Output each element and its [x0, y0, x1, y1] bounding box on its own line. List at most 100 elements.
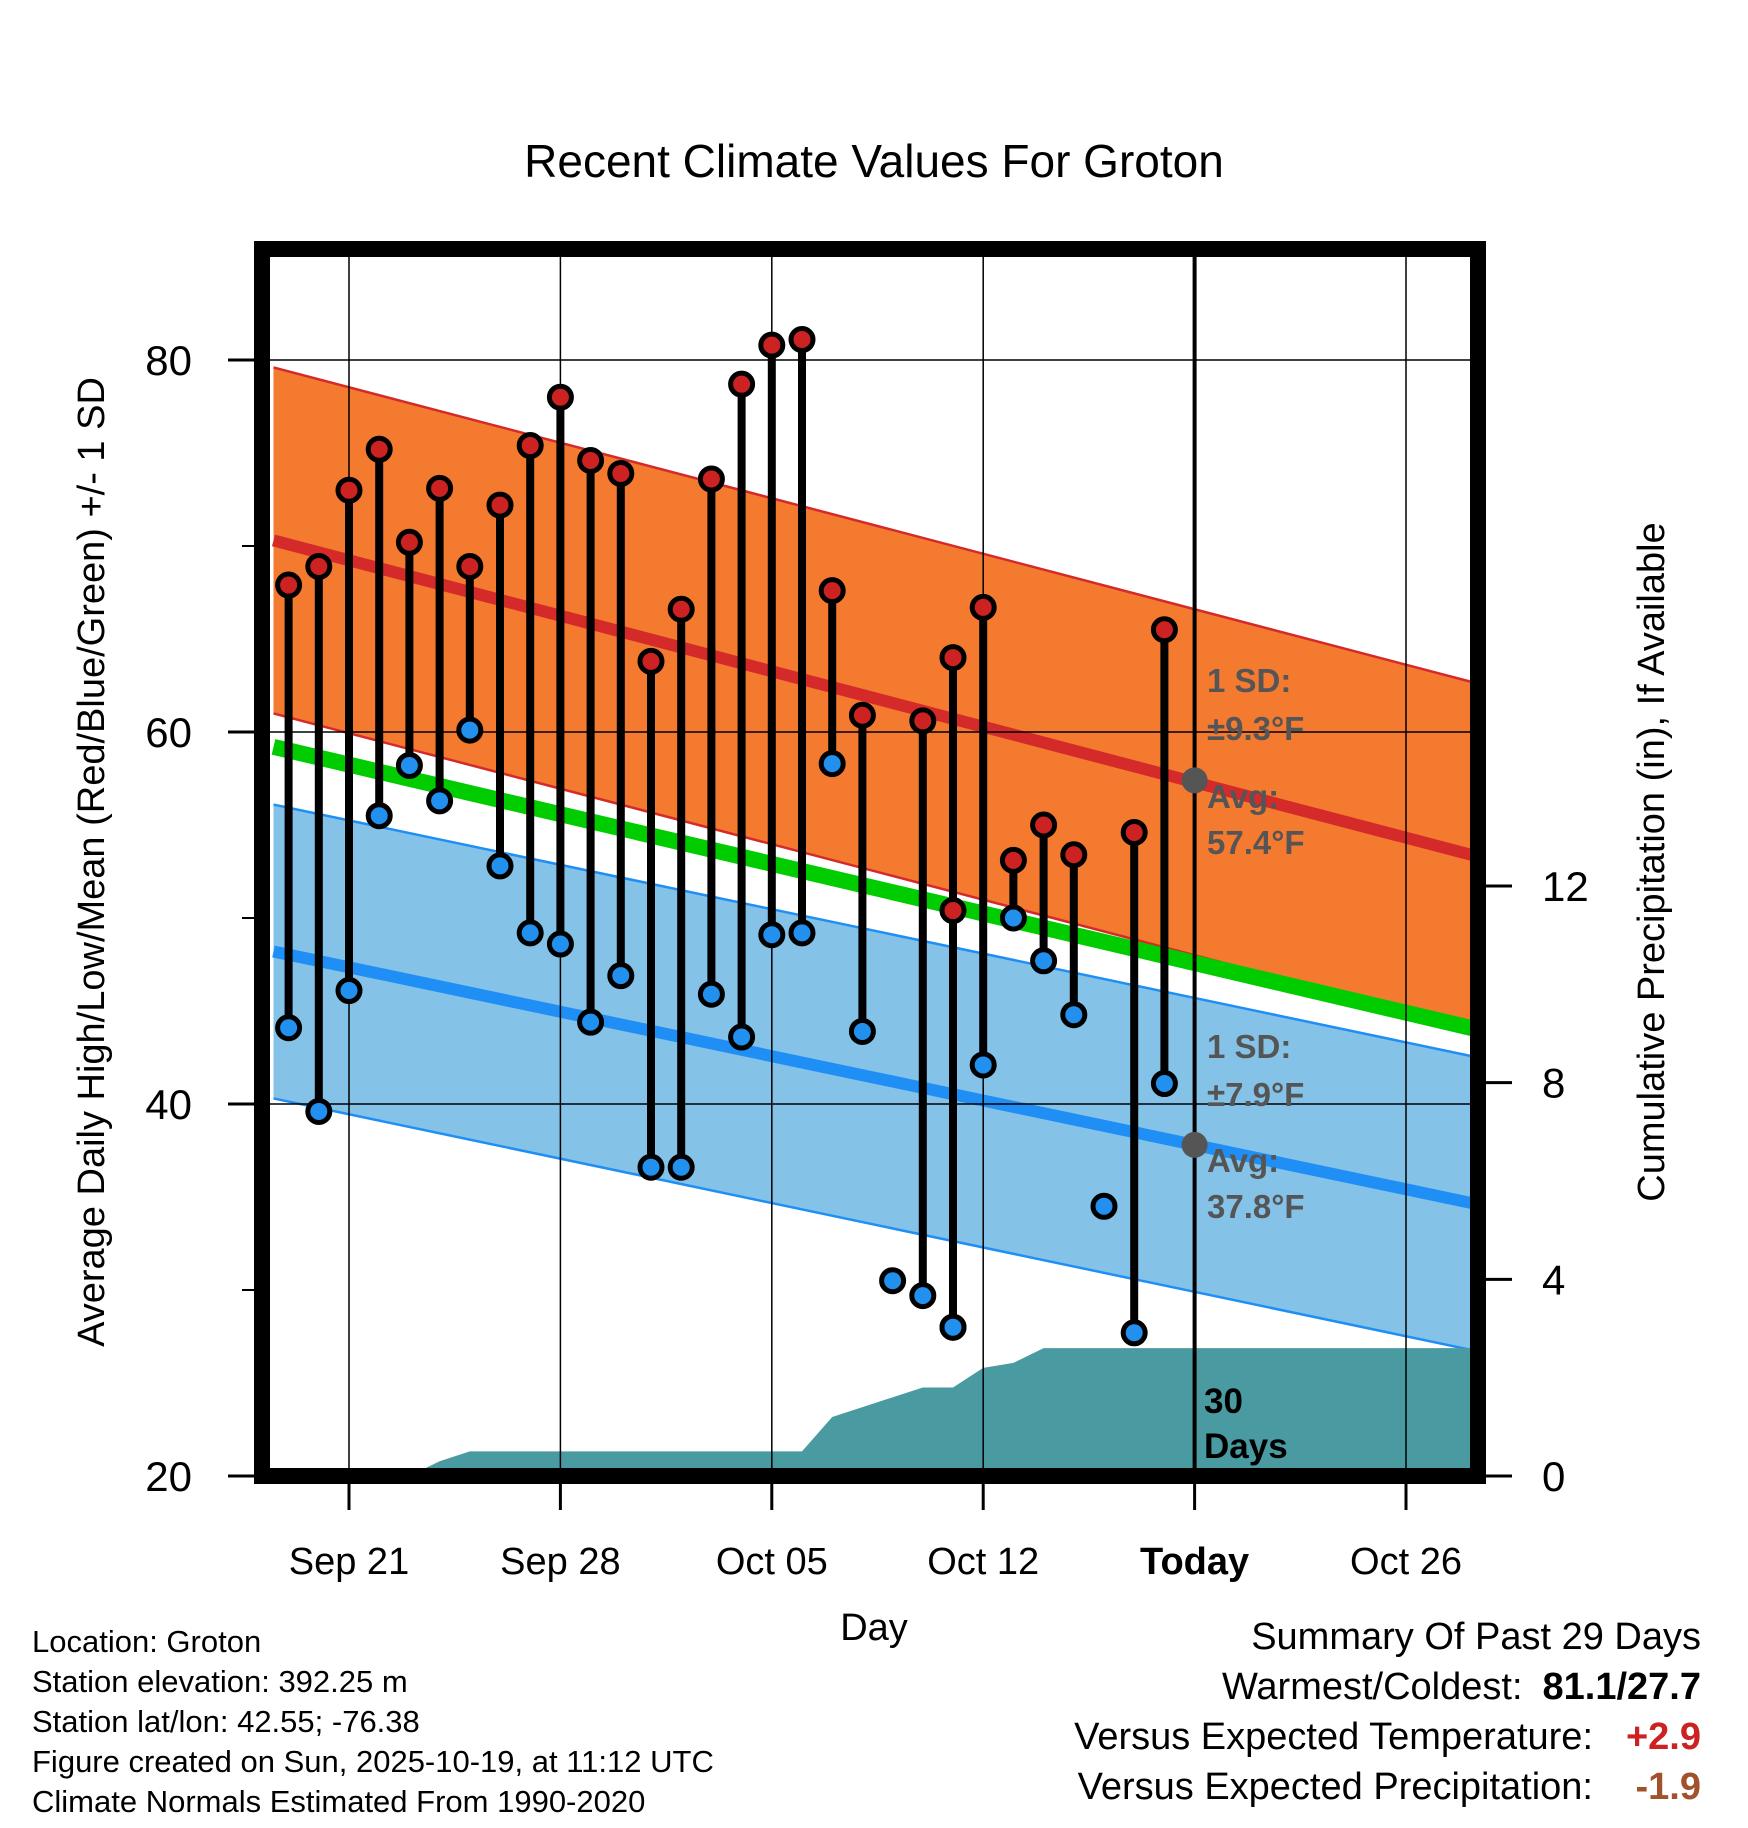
- y2-tick-label: 12: [1542, 863, 1589, 910]
- daily-high-point: [607, 459, 635, 487]
- daily-high-point: [667, 595, 695, 623]
- daily-high-point: [728, 370, 756, 398]
- daily-high-point: [999, 846, 1027, 874]
- y-tick-label: 20: [145, 1453, 192, 1500]
- axes: 20 40 60 80 0 4 8 12 Sep 21 Sep 28 Oct 05 Oct 12 Tod…: [71, 337, 1673, 1649]
- low-avg-value: 37.8°F: [1207, 1188, 1305, 1225]
- x-tick-label: Sep 21: [289, 1541, 409, 1583]
- daily-low-point: [1090, 1192, 1118, 1220]
- daily-high-point: [697, 465, 725, 493]
- precip-anomaly-label: Versus Expected Precipitation:: [1077, 1766, 1593, 1808]
- daily-low-point: [335, 977, 363, 1005]
- info-location: Location: Groton: [32, 1624, 262, 1659]
- daily-high-point: [848, 701, 876, 729]
- annotations: 1 SD: ±9.3°F Avg: 57.4°F 1 SD: ±7.9°F Avg: 37.8…: [1204, 662, 1305, 1466]
- y2-tick-label: 0: [1542, 1453, 1565, 1500]
- low-band-upper-edge: [273, 803, 1479, 1059]
- x-tick-label: Oct 12: [927, 1541, 1039, 1583]
- high-avg-label: Avg:: [1207, 778, 1279, 815]
- normal-bands: [271, 366, 1480, 1353]
- daily-high-point: [305, 552, 333, 580]
- daily-low-point: [728, 1023, 756, 1051]
- daily-high-point: [1030, 811, 1058, 839]
- daily-high-point: [577, 446, 605, 474]
- daily-high-point: [275, 571, 303, 599]
- high-sd-value: ±9.3°F: [1207, 710, 1304, 747]
- days-window-number: 30: [1204, 1382, 1243, 1421]
- daily-low-point: [999, 904, 1027, 932]
- today-normal-marker: [1181, 1131, 1208, 1158]
- chart-title: Recent Climate Values For Groton: [524, 135, 1224, 187]
- daily-high-point: [788, 326, 816, 354]
- high-band-upper-edge: [273, 366, 1479, 685]
- warm-cold-label: Warmest/Coldest:: [1221, 1666, 1523, 1708]
- daily-low-point: [456, 716, 484, 744]
- daily-high-point: [546, 383, 574, 411]
- daily-high-point: [1150, 616, 1178, 644]
- y2-tick-label: 4: [1542, 1256, 1565, 1303]
- daily-low-point: [577, 1008, 605, 1036]
- daily-high-point: [426, 474, 454, 502]
- x-tick-label: Today: [1140, 1541, 1249, 1583]
- daily-low-point: [939, 1313, 967, 1341]
- daily-low-point: [909, 1282, 937, 1310]
- info-created: Figure created on Sun, 2025-10-19, at 11…: [32, 1744, 714, 1779]
- summary-temp: Versus Expected Temperature: +2.9: [1074, 1712, 1701, 1762]
- precip-area-group: [262, 1348, 1478, 1476]
- today-marker-group: [1181, 249, 1208, 1476]
- station-info: Location: Groton Station elevation: 392.…: [32, 1622, 714, 1822]
- y2-tick-label: 8: [1542, 1060, 1565, 1107]
- daily-high-point: [637, 647, 665, 675]
- normal-high-line: [271, 534, 1480, 863]
- summary-panel: Summary Of Past 29 Days Warmest/Coldest:…: [1074, 1612, 1701, 1812]
- daily-high-point: [395, 528, 423, 556]
- daily-low-point: [667, 1153, 695, 1181]
- y2-axis-label: Cumulative Precipitation (in), If Availa…: [1631, 522, 1673, 1201]
- daily-high-point: [818, 577, 846, 605]
- plot-border: [254, 241, 1486, 1484]
- daily-low-point: [516, 919, 544, 947]
- temp-anomaly-label: Versus Expected Temperature:: [1074, 1716, 1593, 1758]
- x-tick-label: Sep 28: [500, 1541, 620, 1583]
- daily-low-point: [879, 1267, 907, 1295]
- normal-mean-line: [271, 739, 1480, 1038]
- info-elevation: Station elevation: 392.25 m: [32, 1664, 408, 1699]
- daily-low-point: [1060, 1001, 1088, 1029]
- low-sd-label: 1 SD:: [1207, 1028, 1291, 1065]
- precip-anomaly-value: -1.9: [1635, 1766, 1701, 1808]
- daily-low-point: [758, 921, 786, 949]
- daily-low-point: [1030, 947, 1058, 975]
- y-tick-label: 60: [145, 709, 192, 756]
- low-sd-value: ±7.9°F: [1207, 1076, 1304, 1113]
- daily-high-point: [335, 476, 363, 504]
- summary-precip: Versus Expected Precipitation: -1.9: [1074, 1762, 1701, 1812]
- warm-cold-value: 81.1/27.7: [1542, 1666, 1701, 1708]
- precip-area: [262, 1348, 1478, 1476]
- y-axis-label: Average Daily High/Low/Mean (Red/Blue/Gr…: [71, 377, 113, 1347]
- daily-low-point: [275, 1014, 303, 1042]
- temp-anomaly-value: +2.9: [1625, 1716, 1701, 1758]
- daily-low-point: [1150, 1070, 1178, 1098]
- y-tick-label: 40: [145, 1081, 192, 1128]
- daily-high-point: [969, 593, 997, 621]
- y-tick-label: 80: [145, 337, 192, 384]
- daily-high-point: [909, 707, 937, 735]
- daily-low-point: [788, 919, 816, 947]
- plot-frame: [254, 241, 1486, 1484]
- high-avg-value: 57.4°F: [1207, 824, 1305, 861]
- daily-high-point: [758, 331, 786, 359]
- daily-low-point: [637, 1153, 665, 1181]
- daily-low-point: [426, 787, 454, 815]
- days-window-word: Days: [1204, 1427, 1288, 1466]
- daily-high-point: [939, 897, 967, 925]
- daily-high-point: [1120, 818, 1148, 846]
- daily-low-point: [607, 962, 635, 990]
- x-axis-label: Day: [840, 1607, 908, 1649]
- daily-low-point: [486, 852, 514, 880]
- low-band-lower-edge: [273, 1097, 1479, 1353]
- daily-high-point: [365, 435, 393, 463]
- daily-high-point: [939, 644, 967, 672]
- daily-low-point: [365, 802, 393, 830]
- daily-low-point: [848, 1017, 876, 1045]
